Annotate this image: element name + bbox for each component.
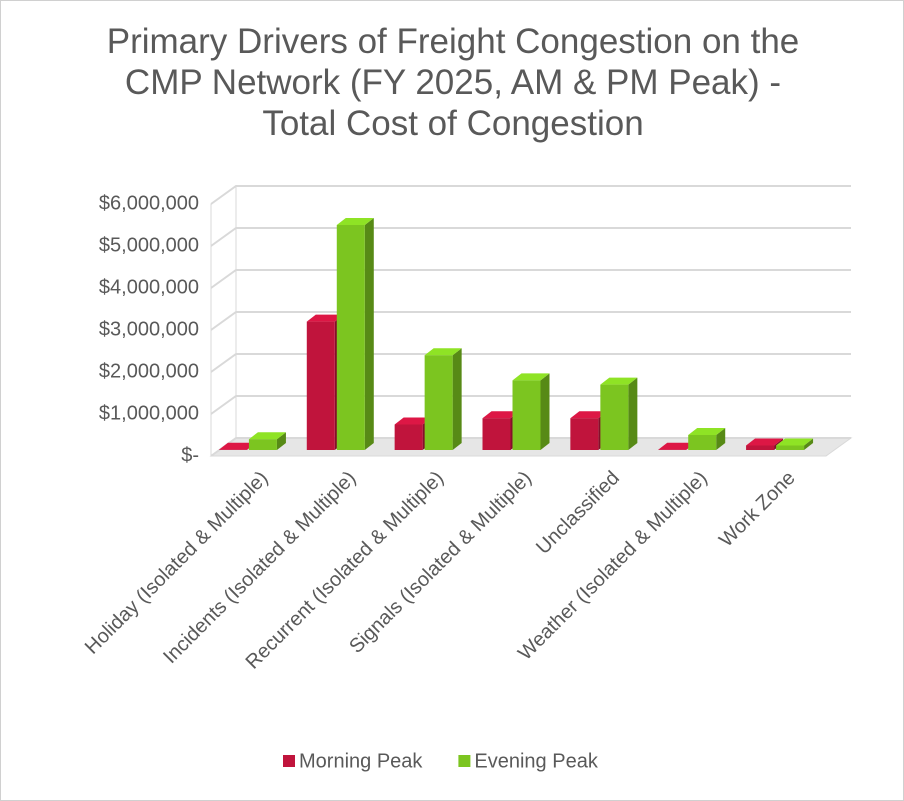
x-tick-label: Holiday (Isolated & Multiple) <box>81 467 273 659</box>
bar-top <box>658 442 696 450</box>
bar-top <box>306 314 344 322</box>
chart-title: Primary Drivers of Freight Congestion on… <box>106 22 800 143</box>
bar-top <box>746 438 784 446</box>
grid-line <box>210 353 851 373</box>
bar <box>512 380 541 450</box>
grid-line <box>210 269 851 289</box>
bar <box>424 355 453 450</box>
x-tick-label: Signals (Isolated & Multiple) <box>345 467 536 658</box>
y-tick-label: $4,000,000 <box>99 276 199 298</box>
grid-line <box>210 227 851 247</box>
bar-side <box>364 218 374 450</box>
bar-side <box>804 438 814 450</box>
grid-line <box>210 185 851 205</box>
bar-top <box>218 442 256 450</box>
legend-swatch <box>283 755 295 767</box>
legend-label: Morning Peak <box>299 750 423 772</box>
y-tick-label: $3,000,000 <box>99 318 199 340</box>
bar-top <box>570 411 608 419</box>
bar <box>570 418 599 450</box>
x-tick-label: Work Zone <box>715 467 799 551</box>
bar-side <box>276 432 286 450</box>
bar-top <box>336 218 374 225</box>
grid-line <box>210 395 851 415</box>
legend-swatch <box>458 755 471 767</box>
bar-side <box>716 428 726 450</box>
bar-top <box>776 438 814 446</box>
bar <box>336 225 365 450</box>
y-tick-label: $6,000,000 <box>99 192 199 214</box>
bar <box>394 424 423 450</box>
bar <box>306 321 335 450</box>
bar-top <box>482 411 520 419</box>
bar-side <box>628 377 638 450</box>
bar-top <box>394 417 432 425</box>
y-tick-label: $1,000,000 <box>99 402 199 424</box>
y-tick-label: $- <box>181 444 199 466</box>
bar <box>248 439 277 450</box>
bar-side <box>452 348 462 450</box>
bar-side <box>540 373 550 450</box>
y-tick-label: $2,000,000 <box>99 360 199 382</box>
x-tick-label: Unclassified <box>532 467 624 559</box>
legend-label: Evening Peak <box>474 750 598 772</box>
x-tick-label: Incidents (Isolated & Multiple) <box>159 467 360 668</box>
bar <box>482 418 511 450</box>
bar-top <box>248 432 286 440</box>
bar <box>600 384 629 450</box>
x-tick-label: Weather (Isolated & Multiple) <box>514 467 712 665</box>
bar-top <box>688 428 726 435</box>
grid-line <box>210 311 851 331</box>
bar <box>746 445 775 450</box>
bar-top <box>512 373 550 381</box>
bar <box>688 435 717 450</box>
y-tick-label: $5,000,000 <box>99 234 199 256</box>
bar-top <box>424 348 462 356</box>
bar <box>776 445 805 450</box>
bar-top <box>600 377 638 385</box>
